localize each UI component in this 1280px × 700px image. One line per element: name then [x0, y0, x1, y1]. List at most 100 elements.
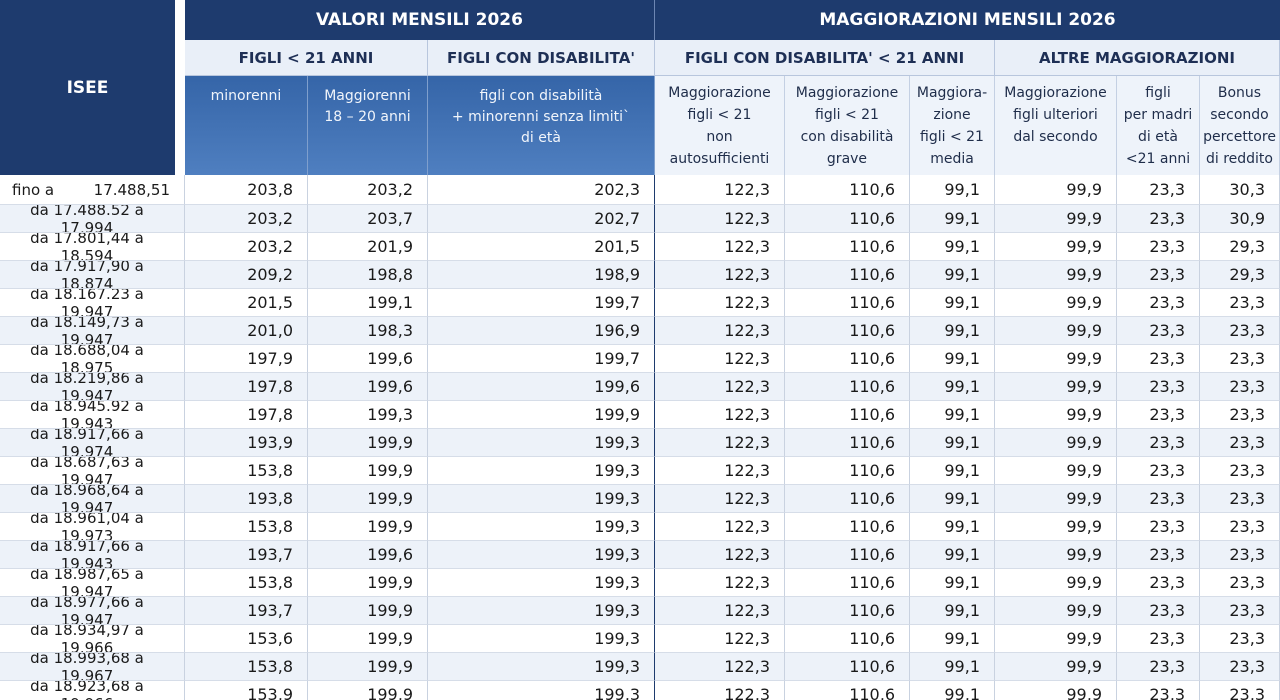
value-cell: 199,9	[308, 653, 428, 681]
value-cell: 203,2	[185, 233, 308, 261]
value-cell: 201,0	[185, 317, 308, 345]
value-cell: 122,3	[655, 653, 785, 681]
value-cell: 193,7	[185, 541, 308, 569]
value-cell: 122,3	[655, 429, 785, 457]
value-cell: 99,9	[995, 401, 1117, 429]
isee-cell: da 18.149,73 a 19.947	[0, 317, 185, 345]
value-cell: 209,2	[185, 261, 308, 289]
value-cell: 99,9	[995, 175, 1117, 205]
column-header: Maggiorazione figli ulteriori dal second…	[995, 76, 1117, 175]
column-header: figli per madri di età <21 anni	[1117, 76, 1200, 175]
value-cell: 199,7	[428, 345, 655, 373]
isee-cell: da 18.687,63 a 19.947	[0, 457, 185, 485]
value-cell: 99,9	[995, 625, 1117, 653]
value-cell: 196,9	[428, 317, 655, 345]
isee-cell: da 18.987,65 a 19.947	[0, 569, 185, 597]
value-cell: 110,6	[785, 373, 910, 401]
value-cell: 99,1	[910, 569, 995, 597]
value-cell: 23,3	[1200, 289, 1280, 317]
value-cell: 23,3	[1200, 429, 1280, 457]
value-cell: 99,1	[910, 653, 995, 681]
value-cell: 110,6	[785, 289, 910, 317]
column-header: Maggiorenni 18 – 20 anni	[308, 76, 428, 175]
isee-cell: da 18.688,04 a 18.975	[0, 345, 185, 373]
value-cell: 99,9	[995, 205, 1117, 233]
value-cell: 199,1	[308, 289, 428, 317]
value-cell: 99,1	[910, 289, 995, 317]
value-cell: 99,1	[910, 597, 995, 625]
value-cell: 153,6	[185, 625, 308, 653]
column-header: minorenni	[185, 76, 308, 175]
value-cell: 23,3	[1117, 233, 1200, 261]
value-cell: 122,3	[655, 569, 785, 597]
column-header: Maggiorazione figli < 21 con disabilità …	[785, 76, 910, 175]
value-cell: 99,9	[995, 681, 1117, 700]
isee-label: fino a	[12, 180, 55, 199]
value-cell: 199,9	[308, 513, 428, 541]
isee-cell: da 18.219,86 a 19.947	[0, 373, 185, 401]
value-cell: 23,3	[1117, 485, 1200, 513]
value-cell: 29,3	[1200, 233, 1280, 261]
value-cell: 110,6	[785, 653, 910, 681]
isee-cell: da 18.167.23 a 19.947	[0, 289, 185, 317]
group-header: VALORI MENSILI 2026	[185, 0, 655, 40]
value-cell: 23,3	[1200, 569, 1280, 597]
value-cell: 202,3	[428, 175, 655, 205]
value-cell: 201,5	[428, 233, 655, 261]
isee-cell: da 18.917,66 a 19.943	[0, 541, 185, 569]
value-cell: 122,3	[655, 233, 785, 261]
value-cell: 23,3	[1117, 681, 1200, 700]
isee-value: 17.488,51	[93, 180, 170, 199]
value-cell: 203,2	[308, 175, 428, 205]
value-cell: 99,9	[995, 233, 1117, 261]
isee-cell: da 18.945.92 a 19.943	[0, 401, 185, 429]
isee-cell: da 18.961,04 a 19.973	[0, 513, 185, 541]
value-cell: 99,1	[910, 485, 995, 513]
value-cell: 23,3	[1117, 345, 1200, 373]
value-cell: 203,2	[185, 205, 308, 233]
value-cell: 153,9	[185, 681, 308, 700]
value-cell: 99,9	[995, 317, 1117, 345]
value-cell: 110,6	[785, 597, 910, 625]
column-header: Bonus secondo percettore di reddito	[1200, 76, 1280, 175]
value-cell: 199,9	[308, 429, 428, 457]
value-cell: 23,3	[1117, 457, 1200, 485]
value-cell: 23,3	[1200, 681, 1280, 700]
value-cell: 23,3	[1117, 373, 1200, 401]
value-cell: 23,3	[1117, 175, 1200, 205]
value-cell: 23,3	[1200, 653, 1280, 681]
value-cell: 122,3	[655, 205, 785, 233]
subgroup-header: FIGLI < 21 ANNI	[185, 40, 428, 76]
value-cell: 153,8	[185, 569, 308, 597]
value-cell: 122,3	[655, 317, 785, 345]
value-cell: 202,7	[428, 205, 655, 233]
value-cell: 99,1	[910, 513, 995, 541]
value-cell: 99,1	[910, 373, 995, 401]
value-cell: 23,3	[1117, 317, 1200, 345]
isee-cell: fino a 17.488,51	[0, 175, 185, 205]
value-cell: 99,9	[995, 289, 1117, 317]
column-header: Maggiorazione figli < 21 non autosuffici…	[655, 76, 785, 175]
value-cell: 203,8	[185, 175, 308, 205]
value-cell: 110,6	[785, 569, 910, 597]
value-cell: 193,9	[185, 429, 308, 457]
value-cell: 197,9	[185, 345, 308, 373]
value-cell: 110,6	[785, 233, 910, 261]
value-cell: 23,3	[1117, 205, 1200, 233]
value-cell: 99,9	[995, 653, 1117, 681]
value-cell: 23,3	[1117, 401, 1200, 429]
value-cell: 99,9	[995, 597, 1117, 625]
value-cell: 122,3	[655, 681, 785, 700]
value-cell: 23,3	[1117, 597, 1200, 625]
subgroup-header: FIGLI CON DISABILITA'	[428, 40, 655, 76]
value-cell: 199,3	[428, 457, 655, 485]
value-cell: 199,3	[428, 429, 655, 457]
value-cell: 201,9	[308, 233, 428, 261]
value-cell: 122,3	[655, 597, 785, 625]
value-cell: 122,3	[655, 513, 785, 541]
isee-cell: da 18.993,68 a 19.967	[0, 653, 185, 681]
value-cell: 110,6	[785, 429, 910, 457]
value-cell: 99,1	[910, 541, 995, 569]
value-cell: 199,3	[308, 401, 428, 429]
